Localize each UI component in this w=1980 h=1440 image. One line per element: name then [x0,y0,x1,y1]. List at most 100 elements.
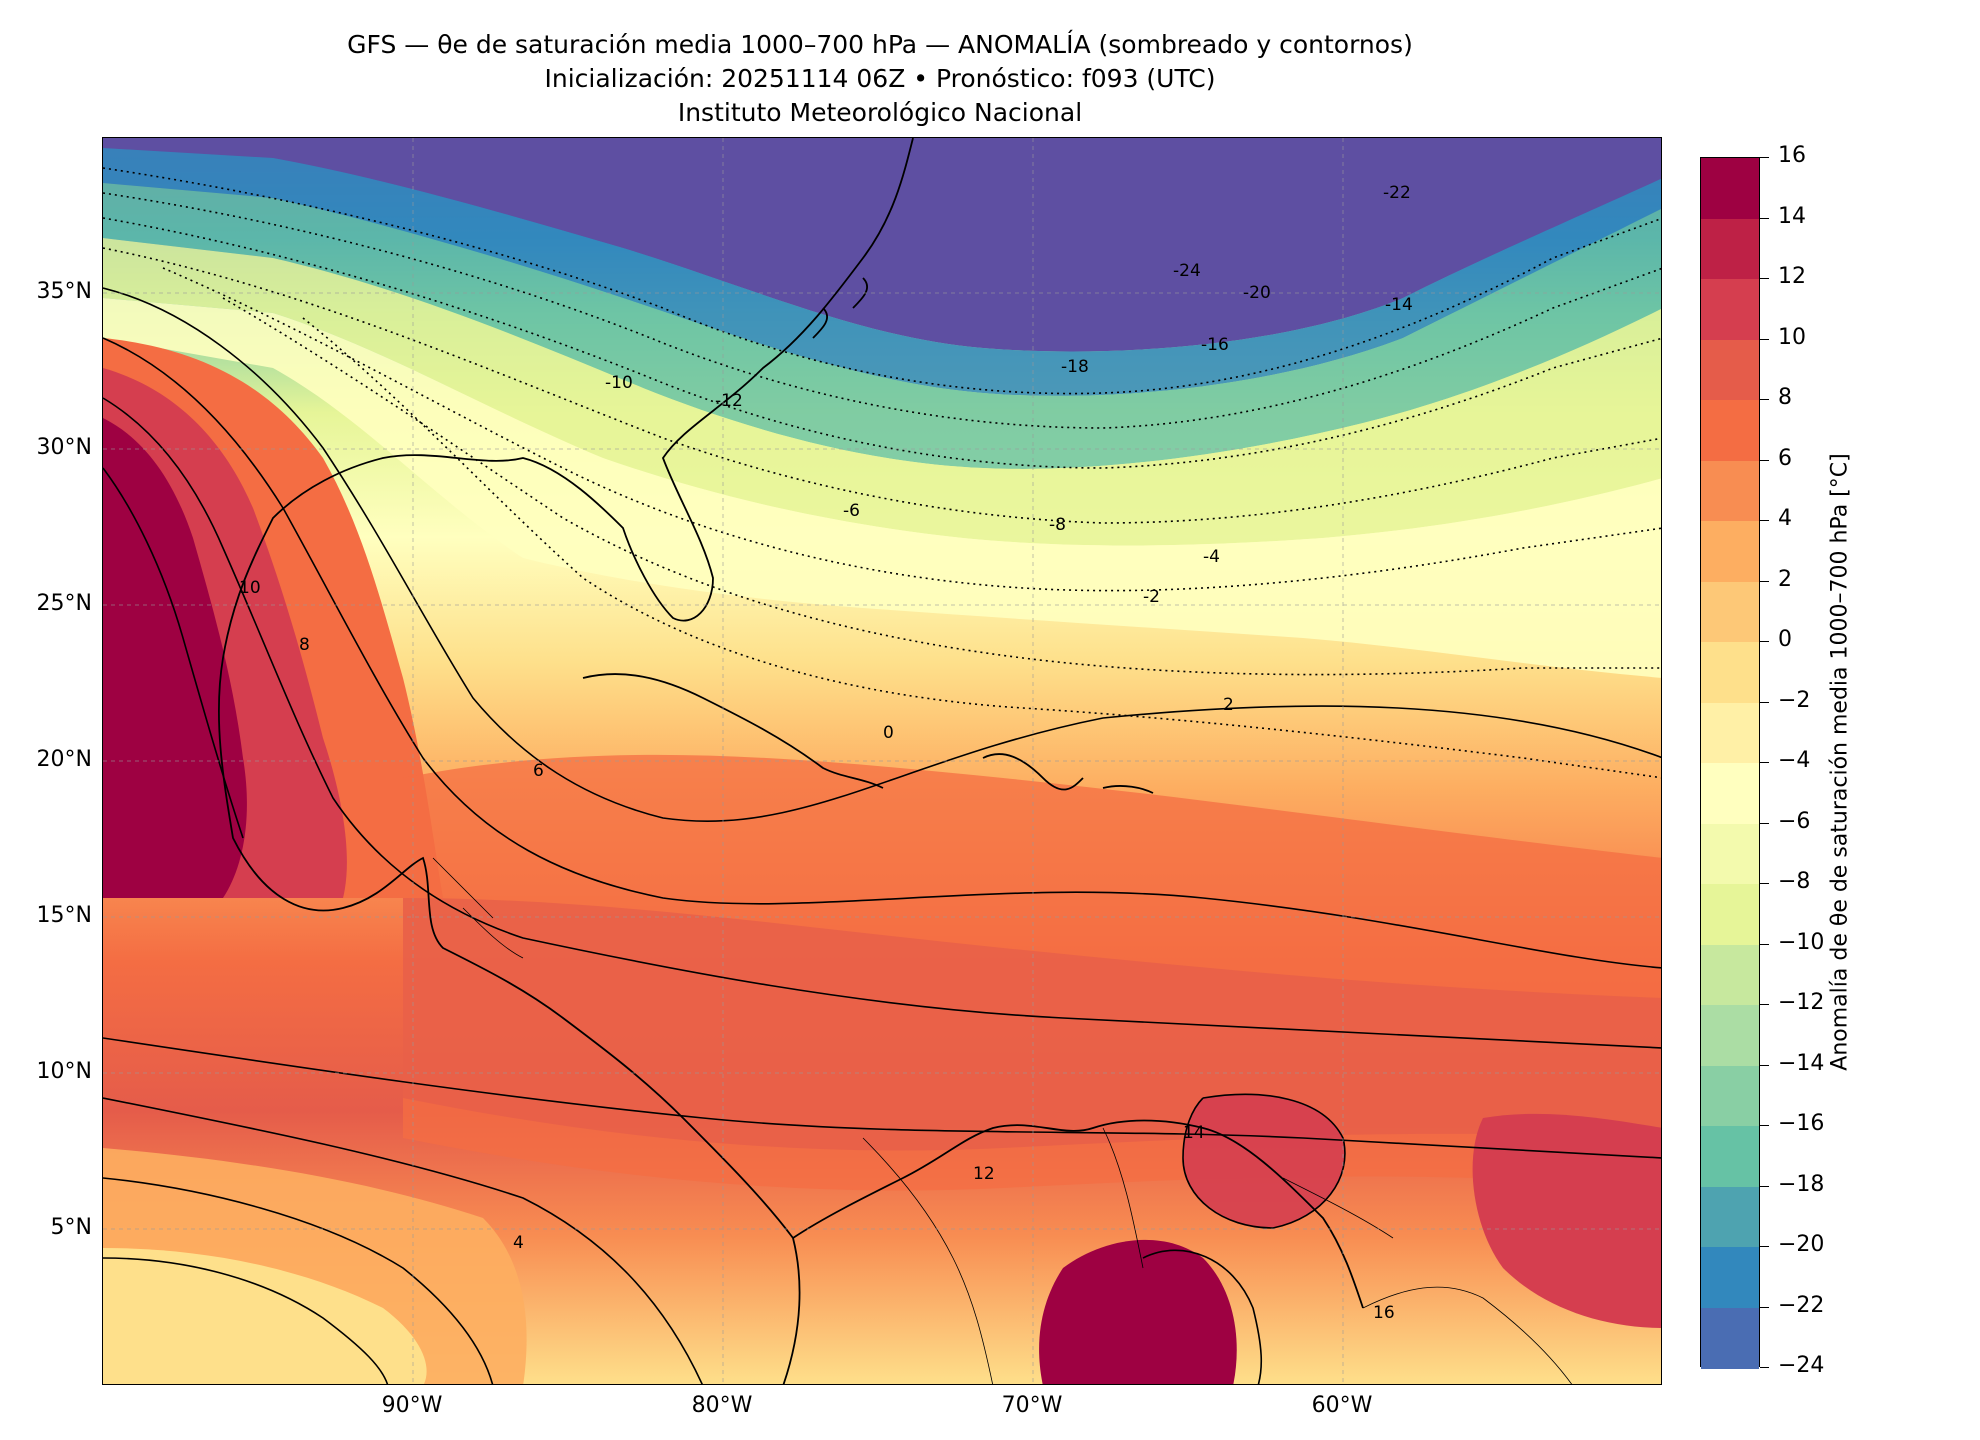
warm-band-south-caribbean [403,898,1661,1151]
colorbar-tick-mark [1760,1306,1769,1308]
colorbar-tick-label: −12 [1778,990,1825,1015]
colorbar-segment [1701,158,1759,219]
lon-label-80w: 80°W [691,1393,753,1418]
colorbar-tick-label: −16 [1778,1111,1825,1136]
contour-label-m8: -8 [1049,515,1066,535]
colorbar-tick-mark [1760,1064,1769,1066]
cool-anomaly-band [103,183,1661,469]
colorbar-tick-mark [1760,1125,1769,1126]
title-line-3: Instituto Meteorológico Nacional [677,98,1083,127]
colorbar-tick-label: −6 [1778,808,1811,834]
country-borders [432,857,1573,1384]
contour-label-m20: -20 [1243,283,1271,303]
contour-label-14: 14 [1183,1123,1205,1143]
warm-anomaly-east [1472,1113,1661,1328]
colorbar-tick-label: −14 [1778,1050,1825,1076]
contour-label-m22: -22 [1383,183,1411,203]
colorbar-segment [1701,1005,1759,1066]
colorbar-tick-mark [1760,580,1769,582]
colorbar-segment [1701,1247,1759,1308]
colorbar-tick-label: 2 [1778,566,1792,592]
colorbar-segment [1701,339,1759,401]
contour-label-m16: -16 [1201,335,1229,355]
colorbar-segment [1701,581,1759,643]
colorbar-tick-mark [1760,701,1769,703]
pacific-near-normal [103,1248,427,1384]
lat-label-10n: 10°N [36,1059,92,1084]
title-line-2: Inicialización: 20251114 06Z • Pronóstic… [544,64,1216,93]
colorbar-segment [1701,218,1759,280]
contour-labels: -24 -22 -20 -18 -16 -14 -12 -10 -8 -6 -4… [239,183,1413,1323]
colorbar-segment [1701,279,1759,340]
contour-label-m14: -14 [1385,295,1413,315]
lat-label-20n: 20°N [36,747,92,772]
colorbar-segment [1701,702,1759,764]
colorbar-segment [1701,400,1759,461]
colorbar-tick-label: −2 [1778,687,1811,713]
strong-warm-anomaly-south [1039,1239,1237,1384]
lat-label-30n: 30°N [36,435,92,460]
colorbar-tick-mark [1760,1004,1769,1005]
colorbar-tick-mark [1760,217,1769,219]
lat-label-25n: 25°N [36,591,92,616]
contour-label-8: 8 [299,635,310,655]
colorbar-tick-label: −18 [1778,1171,1825,1197]
colorbar-tick-mark [1760,157,1769,158]
contour-label-6: 6 [533,761,544,781]
colorbar-tick-mark [1760,338,1769,340]
colorbar-segment [1701,1307,1759,1369]
cold-anomaly-core [103,138,1661,352]
lon-label-60w: 60°W [1311,1393,1373,1418]
colorbar-tick-mark [1760,1185,1769,1187]
colorbar-tick-label: 10 [1778,324,1806,350]
colorbar-segment [1701,1065,1759,1127]
contour-label-2: 2 [1223,695,1234,715]
colorbar-tick-mark [1760,762,1769,763]
lon-label-90w: 90°W [381,1393,443,1418]
colorbar-segment [1701,460,1759,522]
colorbar-segment [1701,884,1759,945]
colorbar-tick-label: −4 [1778,748,1811,773]
colorbar-tick-label: 0 [1778,627,1792,652]
colorbar-tick-mark [1760,943,1769,945]
strong-warm-anomaly-mexico [103,418,247,898]
mild-cool-band [103,238,1661,546]
figure-title: GFS — θe de saturación media 1000–700 hP… [100,28,1660,130]
colorbar-tick-label: 12 [1778,264,1806,289]
colorbar-tick-label: −22 [1778,1292,1825,1318]
contour-label-12: 12 [973,1164,995,1184]
contour-label-4: 4 [513,1233,524,1253]
lat-label-15n: 15°N [36,903,92,928]
colorbar-tick-mark [1760,641,1769,642]
colorbar-tick-label: −8 [1778,869,1811,894]
contour-label-10: 10 [239,578,261,598]
colorbar-tick-mark [1760,1367,1769,1368]
map-svg: -24 -22 -20 -18 -16 -14 -12 -10 -8 -6 -4… [103,138,1661,1384]
cold-anomaly-band [103,148,1661,396]
colorbar-tick-label: 14 [1778,203,1806,229]
contour-label-0: 0 [883,723,894,743]
colorbar-tick-label: −24 [1778,1353,1825,1378]
contour-label-m24: -24 [1173,261,1201,281]
colorbar-tick-mark [1760,399,1769,400]
contour-label-m4: -4 [1203,547,1220,567]
colorbar-tick-mark [1760,520,1769,521]
colorbar-tick-label: 16 [1778,143,1806,168]
colorbar-tick-label: 8 [1778,385,1792,410]
colorbar-tick-mark [1760,822,1769,824]
map-panel: -24 -22 -20 -18 -16 -14 -12 -10 -8 -6 -4… [102,137,1662,1385]
colorbar-segment [1701,1126,1759,1187]
colorbar-tick-label: 6 [1778,445,1792,471]
colorbar-segment [1701,944,1759,1006]
contour-label-m6: -6 [843,501,860,521]
colorbar-segment [1701,521,1759,582]
lat-label-5n: 5°N [50,1215,92,1240]
graticule [103,138,1661,1384]
colorbar-segment [1701,763,1759,824]
negative-contours [103,167,1661,779]
warm-anomaly-guiana [1183,1094,1345,1228]
title-line-1: GFS — θe de saturación media 1000–700 hP… [347,30,1413,59]
colorbar-tick-label: 4 [1778,506,1792,531]
contour-label-m2: -2 [1143,587,1160,607]
contour-label-m18: -18 [1061,357,1089,377]
